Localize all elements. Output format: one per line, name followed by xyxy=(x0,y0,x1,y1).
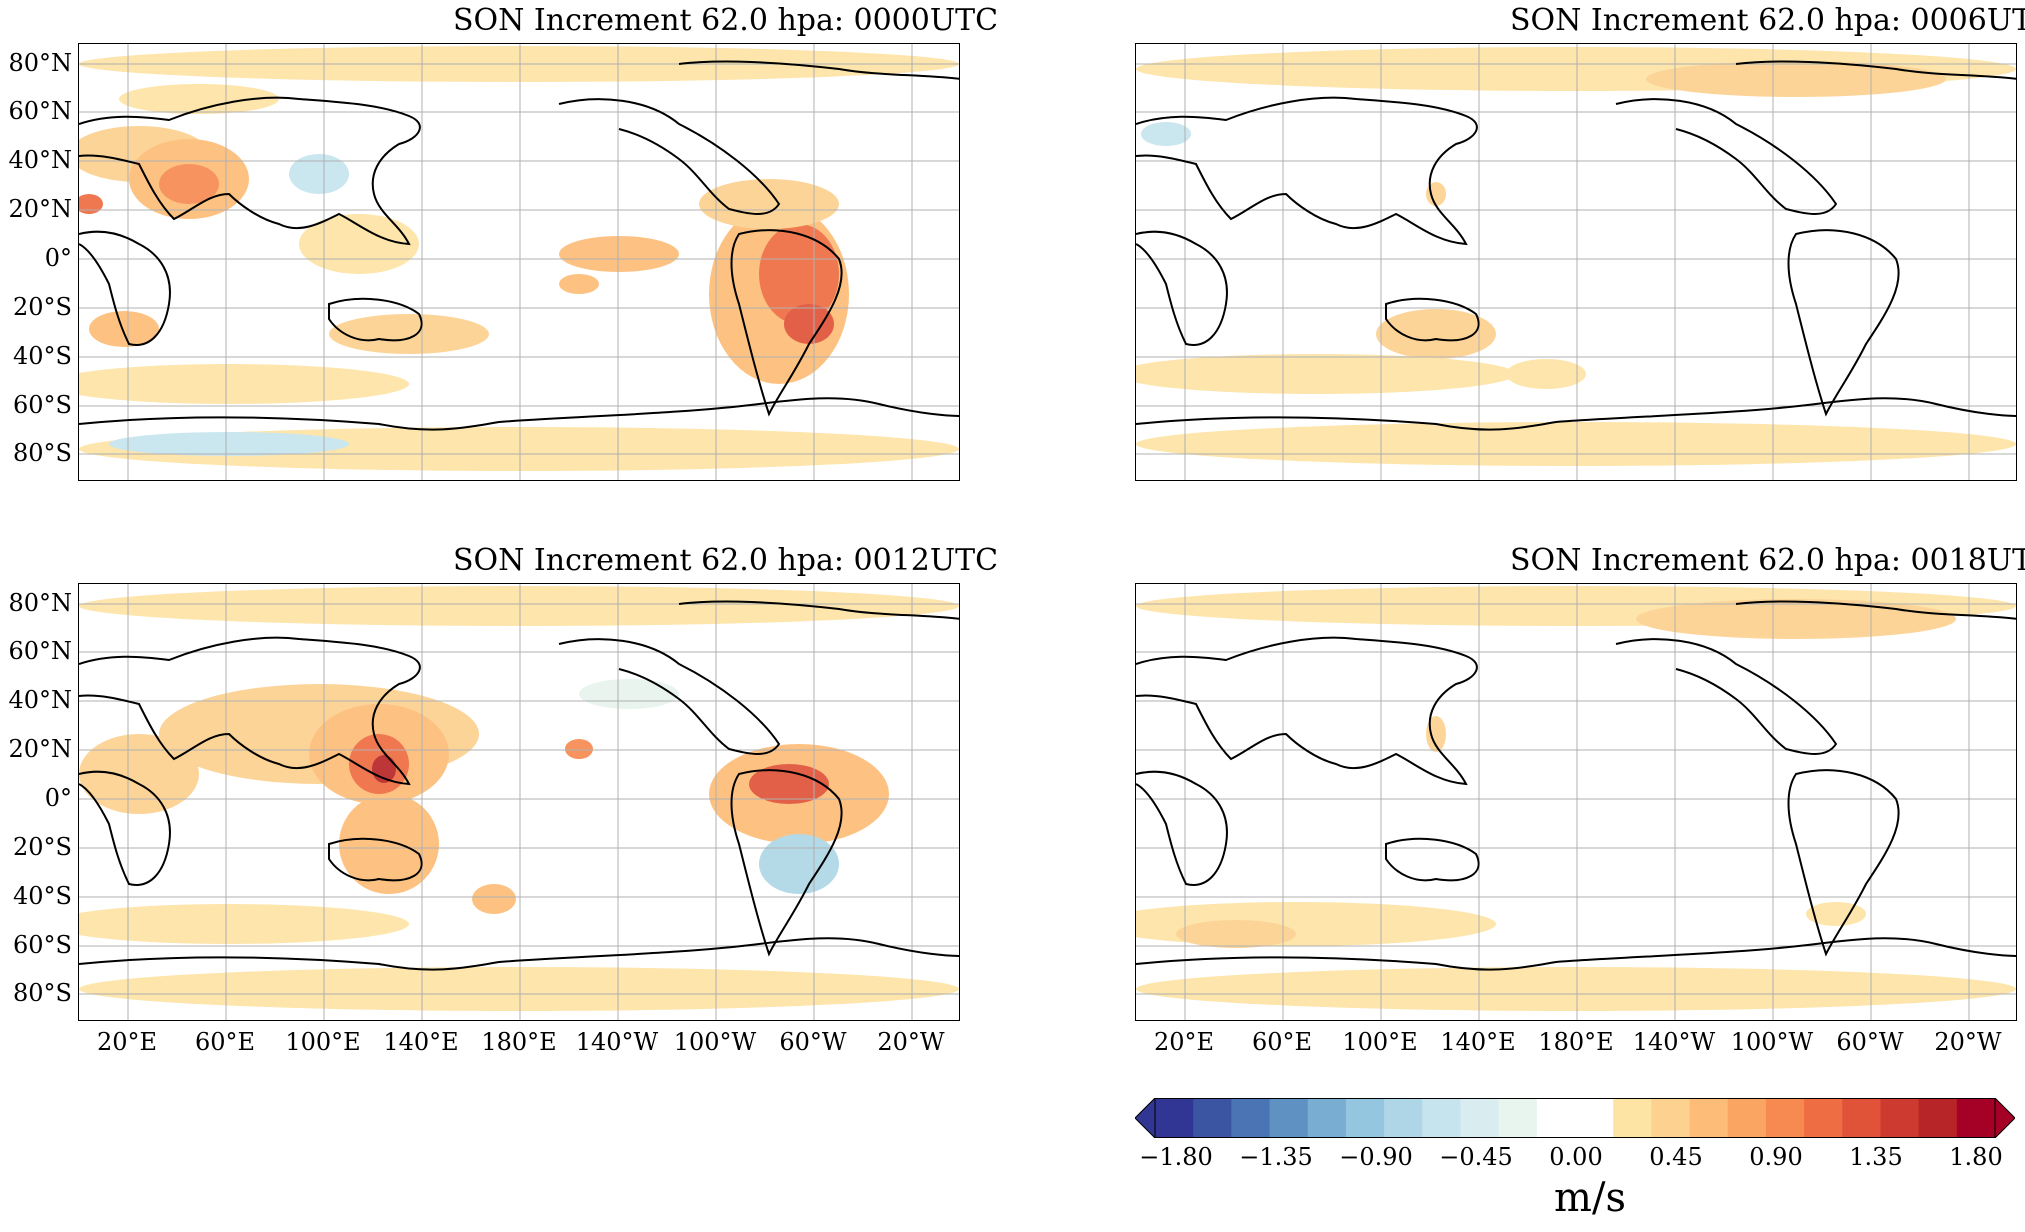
colorbar-swatch xyxy=(1765,1098,1805,1138)
colorbar-tick-label: −0.45 xyxy=(1439,1143,1513,1171)
colorbar-tick-label: 0.90 xyxy=(1749,1143,1803,1171)
coastlines xyxy=(1136,600,2016,971)
lon-label: 20°E xyxy=(1153,1028,1215,1056)
lat-label: 20°S xyxy=(13,833,72,861)
colorbar-swatch xyxy=(1536,1098,1576,1138)
colorbar-swatch xyxy=(1689,1098,1729,1138)
lat-label: 60°S xyxy=(13,931,72,959)
colorbar-swatch xyxy=(1231,1098,1271,1138)
colorbar xyxy=(1134,1096,2016,1140)
lon-label: 140°W xyxy=(575,1028,659,1056)
colorbar-tick-label: 0.45 xyxy=(1649,1143,1703,1171)
map-canvas xyxy=(79,44,959,480)
panel-title: SON Increment 62.0 hpa: 0018UTC xyxy=(1510,543,2025,578)
colorbar-swatch xyxy=(1193,1098,1232,1138)
colorbar-tick-label: −0.90 xyxy=(1339,1143,1413,1171)
coastlines xyxy=(79,60,959,431)
coastlines xyxy=(79,600,959,971)
lat-label: 80°S xyxy=(13,439,72,467)
graticule xyxy=(79,44,959,480)
lat-label: 60°S xyxy=(13,391,72,419)
lat-label: 0° xyxy=(44,244,72,272)
colorbar-swatch xyxy=(1918,1098,1958,1138)
map-area xyxy=(1135,43,2017,481)
increment-shading xyxy=(1136,586,2016,1011)
colorbar-swatch xyxy=(1498,1098,1538,1138)
lon-label: 180°E xyxy=(1538,1028,1614,1056)
lon-label: 60°W xyxy=(779,1028,847,1056)
lon-label: 60°W xyxy=(1836,1028,1904,1056)
colorbar-tick-label: 0.00 xyxy=(1549,1143,1603,1171)
graticule xyxy=(1136,44,2016,480)
lat-label: 80°S xyxy=(13,979,72,1007)
lat-label: 0° xyxy=(44,784,72,812)
lat-label: 80°N xyxy=(8,589,72,617)
colorbar-swatch xyxy=(1575,1098,1614,1138)
map-area xyxy=(78,43,960,481)
colorbar-swatch xyxy=(1345,1098,1385,1138)
lon-label: 20°W xyxy=(1934,1028,2002,1056)
colorbar-swatch xyxy=(1307,1098,1347,1138)
map-area xyxy=(1135,583,2017,1021)
lat-label: 80°N xyxy=(8,49,72,77)
colorbar-under-arrow xyxy=(1134,1096,1156,1140)
graticule xyxy=(79,584,959,1020)
colorbar-over-arrow xyxy=(1994,1096,2016,1140)
colorbar-swatch xyxy=(1269,1098,1309,1138)
lat-label: 60°N xyxy=(8,637,72,665)
colorbar-tick-label: −1.35 xyxy=(1239,1143,1313,1171)
colorbar-swatch xyxy=(1842,1098,1882,1138)
lat-label: 20°S xyxy=(13,293,72,321)
coastlines xyxy=(1136,60,2016,431)
increment-shading xyxy=(1136,47,2016,466)
colorbar-frame xyxy=(1154,1098,1996,1138)
colorbar-swatch xyxy=(1804,1098,1843,1138)
lon-label: 180°E xyxy=(481,1028,557,1056)
map-canvas xyxy=(1136,44,2016,480)
map-area xyxy=(78,583,960,1021)
lat-label: 60°N xyxy=(8,97,72,125)
colorbar-swatch xyxy=(1651,1098,1691,1138)
colorbar-swatch xyxy=(1422,1098,1462,1138)
increment-shading xyxy=(79,586,959,1011)
colorbar-tick-label: 1.80 xyxy=(1949,1143,2003,1171)
lat-label: 40°N xyxy=(8,686,72,714)
colorbar-units: m/s xyxy=(1554,1175,1626,1221)
colorbar-swatch xyxy=(1727,1098,1767,1138)
map-canvas xyxy=(1136,584,2016,1020)
lon-label: 100°W xyxy=(673,1028,757,1056)
lon-label: 140°E xyxy=(1440,1028,1516,1056)
lon-label: 140°E xyxy=(383,1028,459,1056)
lat-label: 20°N xyxy=(8,735,72,763)
colorbar-swatches xyxy=(1134,1096,2016,1140)
panel-title: SON Increment 62.0 hpa: 0006UTC xyxy=(1510,3,2025,38)
lon-label: 20°W xyxy=(877,1028,945,1056)
lon-label: 60°E xyxy=(1251,1028,1313,1056)
colorbar-swatch xyxy=(1956,1098,1996,1138)
lat-label: 20°N xyxy=(8,195,72,223)
graticule xyxy=(1136,584,2016,1020)
colorbar-swatch xyxy=(1155,1098,1194,1138)
lat-label: 40°S xyxy=(13,882,72,910)
lat-label: 40°N xyxy=(8,146,72,174)
panel-title: SON Increment 62.0 hpa: 0012UTC xyxy=(453,543,999,578)
colorbar-swatch xyxy=(1880,1098,1920,1138)
lon-label: 100°E xyxy=(1342,1028,1418,1056)
colorbar-swatch xyxy=(1460,1098,1500,1138)
map-canvas xyxy=(79,584,959,1020)
colorbar-swatch xyxy=(1384,1098,1423,1138)
lon-label: 100°E xyxy=(285,1028,361,1056)
colorbar-tick-label: −1.80 xyxy=(1139,1143,1213,1171)
lon-label: 60°E xyxy=(194,1028,256,1056)
lon-label: 140°W xyxy=(1632,1028,1716,1056)
colorbar-swatch xyxy=(1613,1098,1652,1138)
panel-title: SON Increment 62.0 hpa: 0000UTC xyxy=(453,3,999,38)
colorbar-tick-label: 1.35 xyxy=(1849,1143,1903,1171)
lat-label: 40°S xyxy=(13,342,72,370)
lon-label: 100°W xyxy=(1730,1028,1814,1056)
lon-label: 20°E xyxy=(96,1028,158,1056)
